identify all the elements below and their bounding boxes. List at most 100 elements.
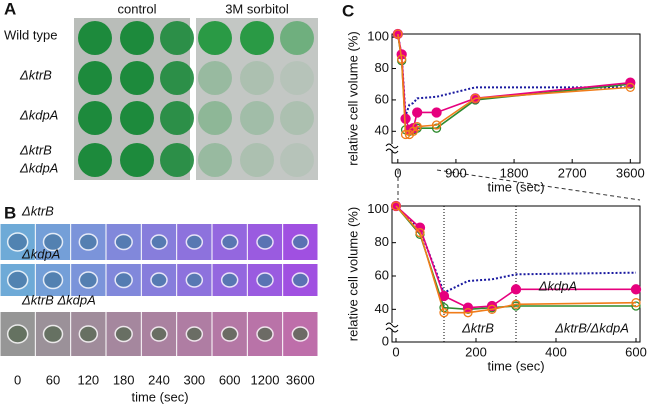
cell <box>150 326 168 342</box>
data-point <box>431 120 442 130</box>
data-point <box>463 308 473 318</box>
axis-break-gap <box>386 144 398 150</box>
row-label: ΔktrB <box>19 142 52 157</box>
cell <box>42 324 64 344</box>
cell <box>42 270 64 290</box>
x-tick-label: 900 <box>445 165 467 180</box>
plot-frame <box>391 33 641 164</box>
colony-spot <box>160 21 194 55</box>
data-point <box>439 308 449 318</box>
y-tick-label: 40 <box>375 123 389 138</box>
strain-label: ΔktrB <box>21 203 54 218</box>
x-tick-label: 200 <box>465 344 487 359</box>
x-tick-label: 600 <box>625 344 647 359</box>
colony-spot <box>120 101 154 135</box>
cell <box>78 271 99 289</box>
colony-spot <box>198 143 232 177</box>
data-point <box>630 284 642 295</box>
series-line <box>397 33 631 133</box>
cell <box>220 326 239 342</box>
time-label: 3600 <box>286 372 315 387</box>
y-tick-label: 40 <box>375 301 389 316</box>
y-tick-label: 80 <box>375 234 389 249</box>
data-point <box>631 301 641 311</box>
row-label: ΔktrB <box>19 67 52 82</box>
panel-label: B <box>4 203 16 222</box>
colony-spot <box>120 61 154 95</box>
data-point <box>511 299 521 309</box>
series-line <box>397 33 631 136</box>
data-point <box>397 54 407 64</box>
time-label: 0 <box>14 372 21 387</box>
series-line <box>395 205 637 314</box>
cell <box>291 234 310 250</box>
data-point <box>625 82 635 93</box>
cell <box>42 232 64 252</box>
cell <box>150 272 168 288</box>
cell <box>256 272 274 288</box>
x-axis-label: time (sec) <box>487 358 544 373</box>
cell <box>6 324 29 344</box>
cell <box>185 272 204 288</box>
cell <box>185 234 204 250</box>
time-label: 180 <box>113 372 135 387</box>
cell <box>114 271 133 289</box>
colony-spot <box>160 61 194 95</box>
strain-label: ΔktrB ΔkdpA <box>21 292 96 307</box>
cell <box>6 232 29 252</box>
axis-break <box>385 143 399 154</box>
series-label: ΔktrB <box>461 320 494 335</box>
cell <box>78 233 99 251</box>
y-tick-label: 60 <box>375 267 389 282</box>
panel-label: A <box>4 0 16 18</box>
colony-spot <box>280 61 314 95</box>
x-axis-label: time (sec) <box>131 389 188 404</box>
time-label: 120 <box>77 372 99 387</box>
panel-label: C <box>342 1 354 20</box>
cell <box>114 233 133 251</box>
strain-label: ΔkdpA <box>21 246 60 261</box>
y-axis-label: relative cell volume (%) <box>345 207 360 341</box>
column-header: control <box>117 1 156 16</box>
series-label: ΔktrB/ΔkdpA <box>554 320 629 335</box>
row-label: ΔkdpA <box>19 160 58 175</box>
cell <box>78 325 99 343</box>
data-point <box>391 201 401 211</box>
y-tick-label: 100 <box>367 29 389 44</box>
time-label: 600 <box>219 372 241 387</box>
cell <box>256 234 274 250</box>
row-label: Wild type <box>4 27 57 42</box>
data-point <box>431 107 442 118</box>
axis-break <box>385 322 399 333</box>
time-label: 240 <box>148 372 170 387</box>
series-line <box>396 33 631 116</box>
cell <box>220 234 239 250</box>
data-point <box>393 29 403 39</box>
cell <box>291 272 310 288</box>
y-tick-label: 100 <box>367 201 389 216</box>
data-point <box>470 93 480 103</box>
x-tick-label: 3600 <box>616 165 645 180</box>
colony-spot <box>198 21 232 55</box>
colony-spot <box>78 143 112 177</box>
series-label: ΔkdpA <box>538 278 577 293</box>
data-point <box>487 304 497 314</box>
data-point <box>415 228 425 238</box>
y-tick-label: 60 <box>375 91 389 106</box>
cell <box>220 272 239 288</box>
x-tick-label: 400 <box>545 344 567 359</box>
colony-spot <box>240 143 274 177</box>
cell <box>150 234 168 250</box>
column-header: 3M sorbitol <box>225 1 289 16</box>
time-label: 300 <box>183 372 205 387</box>
colony-spot <box>240 101 274 135</box>
cell <box>185 326 204 342</box>
data-point <box>412 121 422 132</box>
data-point <box>400 129 411 140</box>
x-axis-label: time (sec) <box>487 179 544 194</box>
colony-spot <box>78 101 112 135</box>
y-axis-label: relative cell volume (%) <box>345 31 360 165</box>
y-tick-label: 0 <box>382 333 389 348</box>
row-label: ΔkdpA <box>19 107 58 122</box>
